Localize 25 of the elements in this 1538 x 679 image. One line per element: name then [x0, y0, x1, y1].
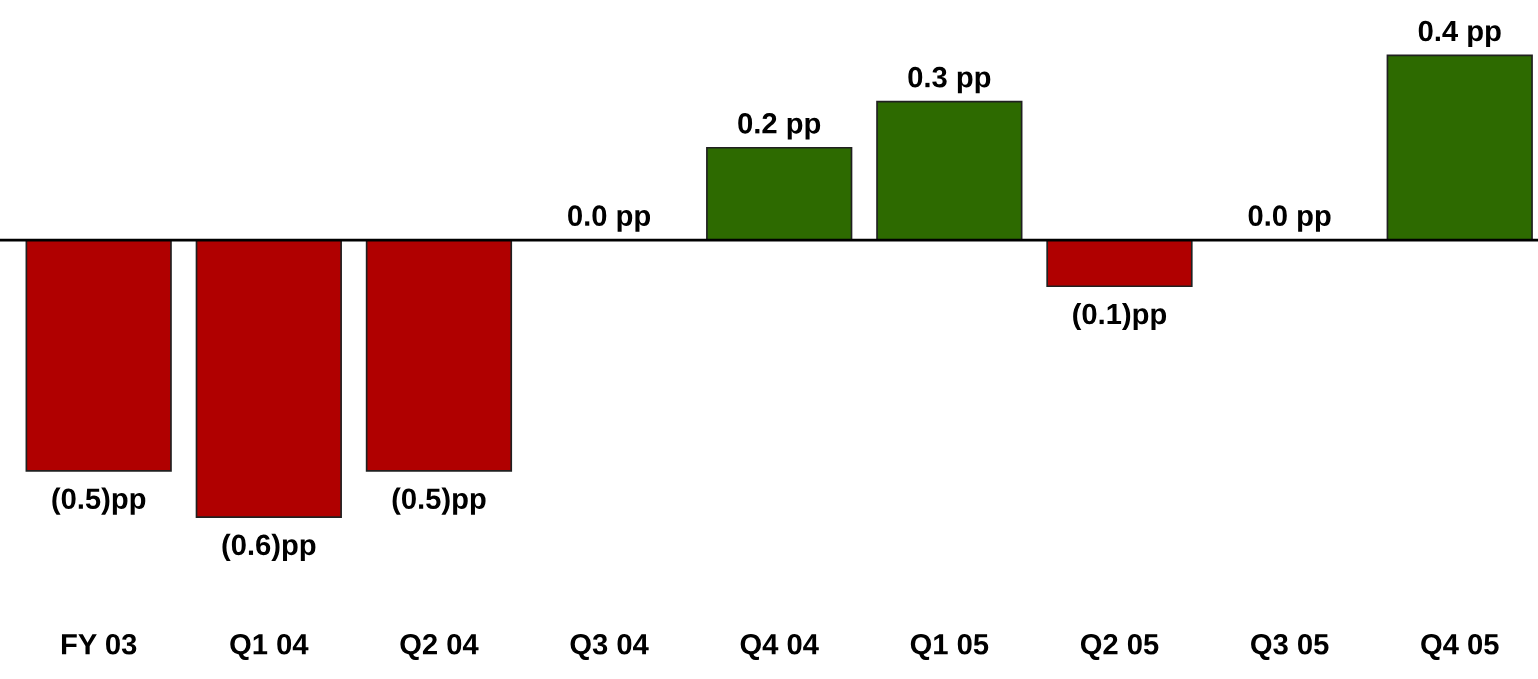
- data-label: 0.3 pp: [908, 66, 991, 94]
- data-label: (0.6)pp: [222, 533, 316, 561]
- data-label: (0.5)pp: [392, 487, 486, 515]
- x-tick-label: Q4 05: [1421, 633, 1499, 661]
- data-label: (0.5)pp: [52, 487, 146, 515]
- x-tick-label: Q1 05: [910, 633, 989, 661]
- data-label: (0.1)pp: [1073, 302, 1167, 331]
- bar: [876, 100, 1023, 241]
- x-tick-label: Q2 04: [400, 633, 479, 661]
- x-tick-label: Q3 05: [1251, 633, 1329, 661]
- bar: [195, 239, 342, 518]
- bar: [1386, 54, 1533, 241]
- x-tick-label: Q3 04: [570, 633, 649, 661]
- bar: [25, 239, 172, 472]
- data-label: 0.0 pp: [1248, 205, 1331, 232]
- x-tick-label: Q2 05: [1080, 633, 1159, 661]
- data-label: 0.2 pp: [738, 113, 821, 140]
- bar: [365, 239, 513, 472]
- bar: [1046, 239, 1193, 288]
- x-tick-label: Q1 04: [230, 633, 309, 661]
- x-tick-label: FY 03: [61, 633, 137, 655]
- data-label: 0.0 pp: [568, 205, 651, 232]
- bar: [706, 146, 853, 241]
- x-tick-label: Q4 04: [740, 633, 819, 661]
- data-label: 0.4 pp: [1418, 20, 1501, 48]
